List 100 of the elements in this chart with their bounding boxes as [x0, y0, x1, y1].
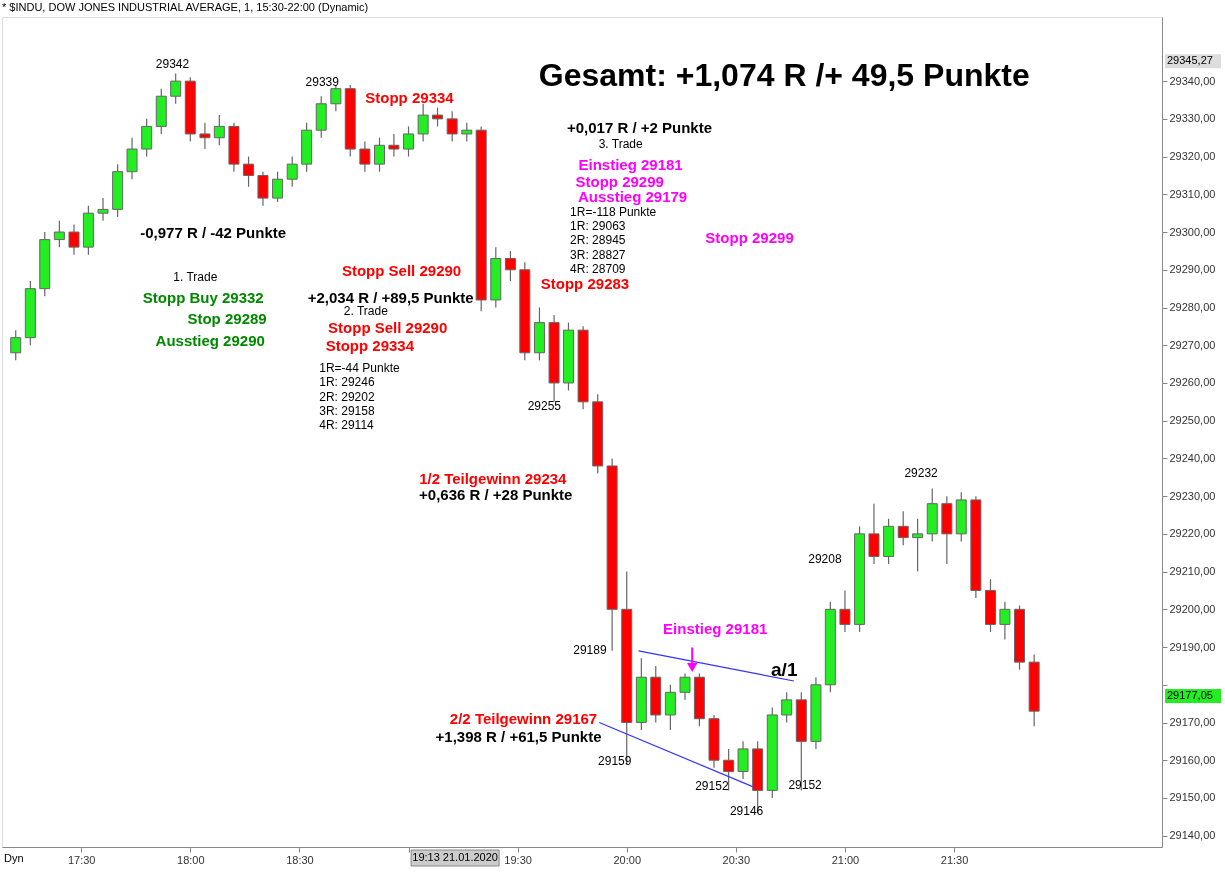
annotation: 4R: 29114 — [319, 418, 375, 433]
candlestick — [912, 518, 924, 573]
y-tick-label: 29260,00 — [1169, 376, 1216, 389]
x-tick-label: 20:30 — [722, 853, 751, 866]
y-tick-label: 29300,00 — [1169, 225, 1216, 238]
candlestick — [68, 223, 80, 256]
annotation: +2,034 R / +89,5 Punkte — [307, 288, 474, 306]
candlestick — [417, 103, 429, 143]
y-tick-label: 29310,00 — [1169, 187, 1216, 200]
y-tick-label: 29330,00 — [1169, 112, 1216, 125]
y-tick-label: 29340,00 — [1169, 74, 1216, 87]
annotation: 29152 — [788, 777, 823, 792]
text: 29345,27 — [1167, 54, 1213, 67]
annotation: 29208 — [808, 551, 842, 566]
annotation: 1/2 Teilgewinn 29234 — [419, 469, 568, 487]
annotation: 1R=-118 Punkte — [570, 204, 657, 219]
annotation: 29152 — [695, 778, 729, 793]
x-tick-label: 21:30 — [940, 853, 969, 866]
y-tick-label: 29150,00 — [1169, 791, 1216, 804]
candlestick — [199, 122, 211, 150]
annotation: 2. Trade — [343, 304, 389, 319]
y-tick-label: 29140,00 — [1169, 829, 1216, 842]
y-tick-label: 29210,00 — [1169, 565, 1216, 578]
annotation: Gesamt: +1,074 R /+ 49,5 Punkte — [538, 57, 1030, 94]
candlestick — [272, 171, 284, 203]
candlestick — [10, 329, 22, 361]
annotation: Stop 29289 — [187, 309, 267, 327]
candlestick — [170, 72, 182, 105]
candlestick — [243, 155, 255, 188]
candlestick — [374, 137, 385, 173]
annotation: +0,017 R / +2 Punkte — [566, 119, 713, 137]
candlestick — [403, 125, 415, 158]
y-tick-label: 29270,00 — [1169, 338, 1216, 351]
candlestick — [141, 118, 153, 158]
annotation: 29232 — [904, 466, 939, 481]
annotation: 29342 — [155, 56, 190, 71]
y-tick-label: 29190,00 — [1169, 640, 1216, 653]
x-tick-label: 20:00 — [613, 853, 641, 866]
y-tick-label: 29280,00 — [1169, 301, 1216, 313]
candlestick — [330, 84, 342, 112]
annotation: -0,977 R / -42 Punkte — [140, 223, 287, 241]
annotation: a/1 — [771, 658, 798, 680]
candlestick — [126, 137, 138, 180]
annotation: Stopp Buy 29332 — [142, 288, 264, 306]
annotation: 29255 — [527, 399, 562, 414]
candlestick — [461, 122, 473, 143]
x-tick-label: 18:00 — [177, 853, 205, 866]
candlestick — [257, 171, 269, 207]
candlestick — [432, 106, 444, 128]
y-tick-label: 29320,00 — [1169, 150, 1216, 163]
annotation: 1R: 29246 — [319, 375, 375, 390]
annotation: 1R=-44 Punkte — [319, 360, 400, 375]
annotation: 2R: 28945 — [570, 233, 626, 248]
annotation: Einstieg 29181 — [663, 620, 768, 638]
candlestick — [999, 601, 1011, 641]
annotation: 3. Trade — [598, 137, 643, 152]
y-tick-label: 29160,00 — [1169, 753, 1216, 766]
annotation: 29189 — [573, 642, 607, 657]
annotation: Stopp 29299 — [705, 229, 794, 247]
annotation: 29159 — [598, 753, 632, 768]
annotation: Stopp 29334 — [365, 89, 455, 107]
text: 19:13 21.01.2020 — [412, 851, 498, 863]
candlestick — [781, 691, 793, 724]
annotation: 1. Trade — [173, 269, 218, 284]
candlestick — [213, 114, 225, 146]
candlestick — [97, 197, 109, 222]
chart-title: * $INDU, DOW JONES INDUSTRIAL AVERAGE, 1, 15:30-22:00 (Dynamic) — [2, 1, 369, 13]
x-tick-label: 21:00 — [831, 853, 860, 866]
annotation: 1R: 29063 — [570, 218, 626, 233]
annotation: 4R: 28709 — [570, 262, 626, 277]
candlestick — [868, 503, 880, 565]
candlestick — [839, 589, 851, 633]
annotation: +0,636 R / +28 Punkte — [419, 486, 573, 504]
annotation: 29339 — [305, 75, 340, 90]
text: 29177,05 — [1167, 689, 1213, 702]
text: Dyn — [4, 852, 24, 864]
annotation: 2/2 Teilgewinn 29167 — [449, 709, 598, 727]
candlestick — [737, 740, 749, 780]
y-tick-label: 29230,00 — [1169, 489, 1216, 502]
y-tick-label: 29220,00 — [1169, 527, 1216, 540]
annotation: 29146 — [729, 803, 764, 818]
candlestick — [286, 155, 298, 188]
y-tick-label: 29290,00 — [1169, 263, 1216, 276]
candlestick — [504, 250, 516, 282]
candlestick — [359, 140, 371, 173]
annotation: 3R: 28827 — [570, 247, 626, 262]
annotation: +1,398 R / +61,5 Punkte — [435, 727, 602, 745]
x-tick-label: 19:30 — [504, 853, 532, 866]
annotation: Stopp 29299 — [575, 172, 664, 190]
annotation: Stopp 29283 — [540, 275, 630, 293]
candlestick — [388, 133, 400, 158]
candlestick — [53, 220, 65, 248]
x-tick-label: 18:30 — [286, 853, 314, 866]
x-tick-label: 17:30 — [67, 853, 96, 866]
y-tick-label: 29250,00 — [1169, 414, 1216, 427]
annotation: Ausstieg 29290 — [155, 331, 265, 349]
annotation: Stopp 29334 — [325, 336, 415, 354]
annotation: Stopp Sell 29290 — [341, 261, 462, 279]
annotation: 3R: 29158 — [319, 403, 375, 418]
y-tick-label: 29240,00 — [1169, 451, 1216, 464]
